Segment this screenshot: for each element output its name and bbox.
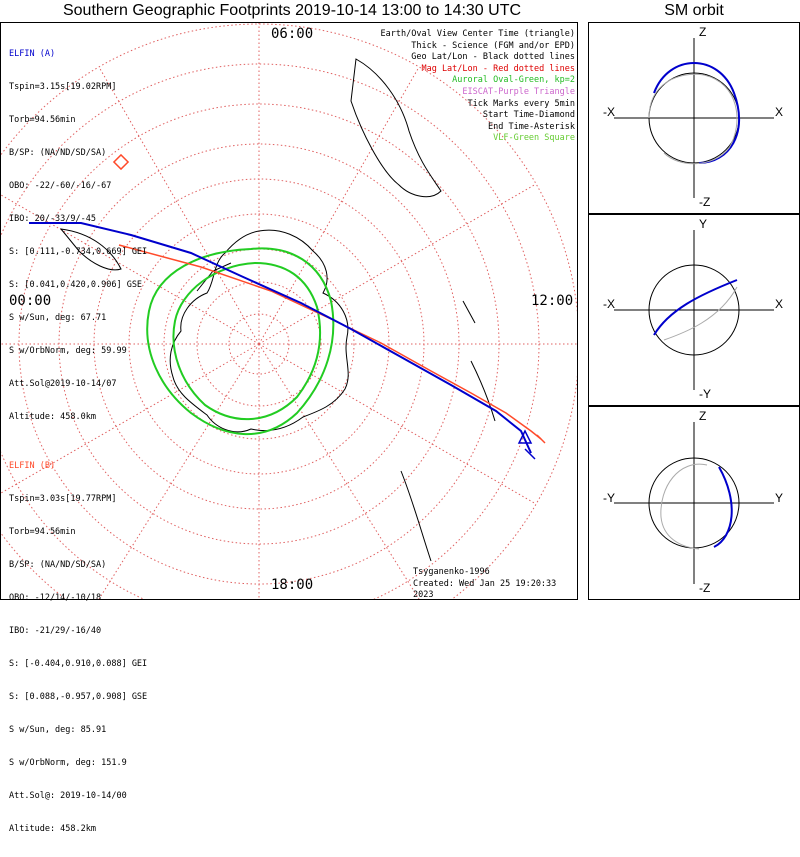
axis-label-top: Z — [699, 409, 707, 423]
hour-label-00: 00:00 — [9, 293, 52, 309]
axis-label-bottom: -Y — [699, 387, 711, 401]
axis-label-left: -X — [603, 297, 615, 311]
legend-item: Tick Marks every 5min — [467, 98, 575, 109]
axis-label-bottom: -Z — [699, 195, 711, 209]
elfin-b-track — [118, 244, 542, 440]
elfin-a-end-asterisk — [524, 448, 536, 460]
elfin-b-line: Att.Sol@: 2019-10-14/00 — [9, 791, 127, 801]
legend-item: Auroral Oval-Green, kp=2 — [452, 75, 575, 86]
elfin-a-line: S w/Sun, deg: 67.71 — [9, 313, 107, 323]
legend-item: Thick - Science (FGM and/or EPD) — [411, 40, 575, 51]
legend-item: Start Time-Diamond — [482, 110, 575, 121]
hour-label-06: 06:00 — [271, 26, 314, 42]
elfin-b-name: ELFIN (B) — [9, 461, 56, 471]
elfin-a-line: Torb=94.56min — [9, 115, 76, 125]
elfin-b-line: S: [-0.404,0.910,0.088] GEI — [9, 659, 148, 669]
auroral-oval — [146, 247, 335, 435]
orbit-panel-xy: Y -Y -X X — [588, 214, 800, 406]
footprint-map-panel: 06:00 00:00 12:00 18:00 ELFIN (A) Tspin=… — [0, 22, 578, 834]
model-label: Tsyganenko-1996 — [413, 567, 490, 577]
elfin-a-line: Tspin=3.15s[19.02RPM] — [9, 82, 117, 92]
elfin-a-info: ELFIN (A) Tspin=3.15s[19.02RPM] Torb=94.… — [9, 27, 147, 445]
hour-label-12: 12:00 — [531, 293, 574, 309]
created-label: Created: Wed Jan 25 19:20:33 2023 — [413, 579, 557, 600]
axis-label-left: -Y — [603, 491, 615, 505]
elfin-b-line: S: [0.088,-0.957,0.908] GSE — [9, 692, 148, 702]
axis-label-right: Y — [775, 491, 784, 505]
axis-label-right: X — [775, 297, 784, 311]
footprint-map — [1, 23, 577, 599]
orbit-plot-xy — [614, 230, 774, 390]
axis-label-top: Z — [699, 25, 707, 39]
axis-label-left: -X — [603, 105, 615, 119]
continent-outlines — [59, 58, 496, 562]
elfin-b-info: ELFIN (B) Tspin=3.03s[19.77RPM] Torb=94.… — [9, 439, 147, 857]
elfin-b-start-diamond — [112, 153, 130, 171]
legend-item: EISCAT-Purple Triangle — [462, 86, 575, 97]
elfin-b-line: B/SP: (NA/ND/SD/SA) — [9, 560, 107, 570]
elfin-a-line: OBO: -22/-60/-16/-67 — [9, 181, 112, 191]
legend-item: Earth/Oval View Center Time (triangle) — [380, 29, 575, 39]
orbit-title: SM orbit — [664, 2, 724, 19]
hour-label-18: 18:00 — [271, 577, 314, 593]
elfin-a-name: ELFIN (A) — [9, 49, 56, 59]
elfin-b-line: OBO: -12/14/-10/18 — [9, 593, 102, 603]
orbit-panel-yz: Z -Z -Y Y — [588, 406, 800, 600]
axis-label-right: X — [775, 105, 784, 119]
axis-label-top: Y — [699, 217, 708, 231]
legend-item: Mag Lat/Lon - Red dotted lines — [421, 63, 575, 74]
elfin-a-line: S w/OrbNorm, deg: 59.99 — [9, 346, 127, 356]
legend-item: VLF-Green Square — [493, 133, 575, 144]
elfin-a-line: S: [0.111,-0.734,0.669] GEI — [9, 247, 148, 257]
elfin-b-line: Tspin=3.03s[19.77RPM] — [9, 494, 117, 504]
elfin-a-line: S: [0.041,0.420,0.906] GSE — [9, 280, 143, 290]
orbit-plot-xz — [614, 38, 774, 198]
elfin-a-end-triangle — [517, 429, 533, 444]
orbit-plot-yz — [614, 422, 774, 584]
elfin-a-line: IBO: 20/-33/9/-45 — [9, 214, 96, 224]
elfin-b-line: S w/OrbNorm, deg: 151.9 — [9, 758, 127, 768]
axis-label-bottom: -Z — [699, 581, 711, 595]
elfin-a-line: B/SP: (NA/ND/SD/SA) — [9, 148, 107, 158]
legend-item: Geo Lat/Lon - Black dotted lines — [411, 52, 575, 63]
elfin-b-line: Torb=94.56min — [9, 527, 76, 537]
elfin-b-line: IBO: -21/29/-16/40 — [9, 626, 102, 636]
elfin-a-line: Altitude: 458.0km — [9, 412, 96, 422]
elfin-b-line: S w/Sun, deg: 85.91 — [9, 725, 107, 735]
elfin-b-end-asterisk — [536, 434, 546, 444]
legend-item: End Time-Asterisk — [488, 121, 575, 132]
map-legend: Earth/Oval View Center Time (triangle) T… — [381, 29, 575, 145]
elfin-b-line: Altitude: 458.2km — [9, 824, 96, 834]
orbit-panel-xz: Z -Z -X X — [588, 22, 800, 214]
elfin-a-line: Att.Sol@2019-10-14/07 — [9, 379, 117, 389]
elfin-a-track — [29, 222, 532, 454]
map-title: Southern Geographic Footprints 2019-10-1… — [62, 2, 522, 19]
